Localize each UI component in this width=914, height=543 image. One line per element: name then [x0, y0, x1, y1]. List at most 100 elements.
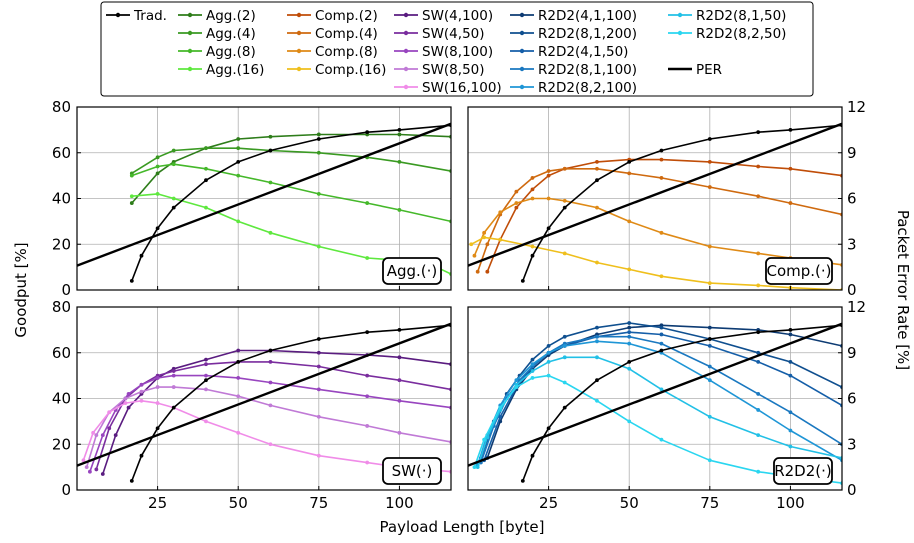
data-point-comp-4	[756, 194, 761, 199]
series-line-per	[77, 322, 451, 467]
data-point-r2d2-8-1-50	[788, 444, 793, 449]
data-point-comp-4	[514, 189, 519, 194]
legend-marker-trad	[115, 12, 121, 18]
y2-tick-label: 9	[847, 344, 857, 362]
legend-label-r2d2-4-1-100: R2D2(4,1,100)	[538, 8, 637, 24]
data-point-r2d2-8-2-100	[756, 408, 761, 412]
x-tick-label: 25	[539, 494, 558, 512]
data-point-sw-4-100	[100, 472, 105, 476]
x-tick-label: 100	[776, 494, 805, 512]
data-point-trad	[129, 278, 134, 283]
data-point-comp-2	[546, 173, 551, 178]
data-point-sw-16-100	[107, 410, 112, 415]
series-line-agg-2	[131, 133, 451, 204]
data-point-comp-4	[788, 201, 793, 205]
data-point-agg-16	[129, 194, 134, 199]
data-point-comp-4	[530, 176, 535, 180]
data-point-trad	[236, 360, 241, 364]
data-point-trad	[546, 226, 551, 231]
x-tick-label: 50	[229, 494, 248, 512]
legend-label-r2d2-8-1-100: R2D2(8,1,100)	[538, 62, 637, 78]
y2-tick-label: 0	[847, 281, 857, 299]
legend-label-r2d2-8-2-50: R2D2(8,2,50)	[696, 26, 786, 42]
panel-tag-box	[382, 257, 442, 285]
data-point-trad	[397, 127, 402, 132]
data-point-trad	[595, 378, 599, 383]
data-point-trad	[365, 330, 370, 335]
legend-marker-r2d2-8-1-100	[519, 66, 525, 72]
data-point-agg-2	[397, 132, 402, 137]
data-point-sw-8-100	[126, 392, 131, 396]
data-point-sw-4-100	[397, 355, 402, 360]
data-point-r2d2-8-2-100	[514, 378, 519, 383]
data-point-trad	[204, 378, 208, 383]
data-point-r2d2-8-2-50	[756, 469, 761, 474]
data-point-comp-16	[530, 244, 535, 249]
data-point-comp-8	[707, 244, 712, 249]
legend-label-comp-4: Comp.(4)	[315, 26, 378, 42]
data-point-r2d2-8-1-200	[756, 350, 761, 355]
data-point-comp-16	[595, 260, 599, 265]
series-group	[468, 122, 842, 290]
panel-comp: 0 3 6 9 12 Comp.(·)	[467, 98, 866, 299]
x-tick-label: 25	[148, 494, 167, 512]
series-line-r2d2-8-2-100	[476, 340, 842, 466]
legend-marker-agg-2	[187, 12, 193, 18]
data-point-comp-2	[788, 166, 793, 171]
data-point-agg-4	[204, 146, 208, 151]
data-point-r2d2-8-1-200	[595, 325, 599, 330]
data-point-comp-4	[546, 169, 551, 173]
y-tick-label: 80	[52, 298, 71, 316]
x-tick-label: 100	[385, 494, 414, 512]
data-point-trad	[562, 205, 567, 210]
data-point-r2d2-8-1-100	[659, 341, 664, 346]
legend-label-agg-8: Agg.(8)	[206, 44, 256, 60]
y2-axis-label: Packet Error Rate [%]	[894, 210, 912, 370]
legend-marker-r2d2-8-1-200	[519, 30, 525, 36]
data-point-r2d2-8-1-50	[475, 465, 480, 470]
legend-label-agg-2: Agg.(2)	[206, 8, 256, 24]
data-point-agg-2	[155, 171, 160, 176]
series-line-r2d2-8-1-50	[476, 356, 842, 468]
data-point-r2d2-8-2-100	[595, 339, 599, 344]
series-group	[468, 321, 842, 486]
data-point-trad	[129, 478, 134, 483]
y2-tick-label: 9	[847, 144, 857, 162]
data-point-agg-8	[171, 162, 176, 167]
data-point-trad	[520, 278, 525, 283]
panel-tag-label: SW(·)	[392, 462, 433, 480]
data-point-sw-8-100	[236, 376, 241, 380]
legend-marker-r2d2-8-2-50	[677, 30, 683, 36]
data-point-r2d2-8-1-100	[788, 410, 793, 415]
data-point-trad	[268, 348, 273, 353]
data-point-sw-8-50	[155, 385, 160, 389]
data-point-trad	[397, 327, 402, 332]
data-point-r2d2-8-1-200	[659, 325, 664, 330]
series-line-per	[468, 122, 842, 267]
data-point-trad	[530, 253, 535, 258]
legend-label-r2d2-8-1-200: R2D2(8,1,200)	[538, 26, 637, 42]
data-point-r2d2-8-1-100	[595, 334, 599, 339]
y-tick-label: 20	[52, 435, 71, 453]
data-point-r2d2-8-1-100	[627, 334, 632, 339]
data-point-r2d2-8-2-50	[472, 465, 477, 470]
data-point-agg-4	[236, 146, 241, 151]
data-point-r2d2-8-1-200	[788, 360, 793, 364]
legend-marker-comp-2	[296, 12, 302, 18]
data-point-trad	[756, 130, 761, 135]
data-point-r2d2-4-1-50	[756, 360, 761, 364]
data-point-agg-2	[236, 137, 241, 141]
data-point-sw-16-100	[204, 419, 208, 424]
y2-tick-label: 12	[847, 298, 866, 316]
data-point-r2d2-8-2-50	[546, 373, 551, 378]
data-point-agg-8	[397, 208, 402, 212]
data-point-sw-4-100	[113, 433, 118, 437]
y2-tick-label: 0	[847, 481, 857, 499]
data-point-sw-8-100	[316, 387, 321, 392]
data-point-trad	[171, 405, 176, 410]
data-point-sw-8-50	[94, 433, 99, 437]
data-point-sw-8-50	[365, 424, 370, 428]
data-point-trad	[659, 148, 664, 153]
legend-label-sw-4-50: SW(4,50)	[422, 26, 485, 42]
data-point-r2d2-4-1-50	[659, 332, 664, 337]
